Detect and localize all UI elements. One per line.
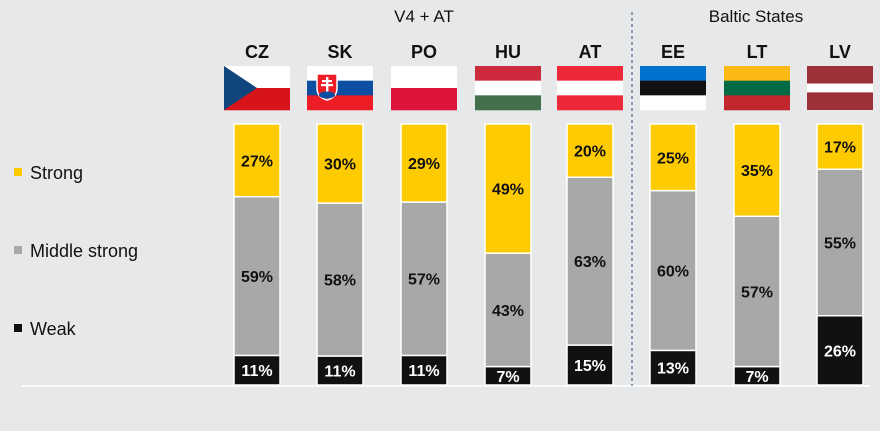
flag-stripe [807, 83, 873, 93]
flag-cross-bar [322, 80, 332, 83]
category-label: SK [327, 42, 352, 62]
flag-stripe [640, 95, 706, 111]
data-label: 26% [824, 343, 856, 360]
data-label: 11% [324, 364, 355, 381]
bar-segment-strong [400, 123, 448, 203]
bar-segment-strong [233, 123, 281, 198]
data-label: 57% [408, 272, 440, 289]
data-label: 58% [324, 273, 356, 290]
bar-segment-weak [316, 355, 364, 386]
category-label: AT [579, 42, 602, 62]
flag-stripe [724, 80, 790, 96]
data-label: 11% [241, 363, 272, 380]
flag-stripe [391, 66, 457, 89]
bar-segment-strong [816, 123, 864, 171]
lv-flag-icon [807, 66, 873, 110]
flag-cross-bar [321, 84, 333, 87]
flag-stripe [391, 88, 457, 111]
data-label: 7% [496, 369, 519, 386]
category-label: CZ [245, 42, 269, 62]
data-label: 59% [241, 269, 273, 286]
data-label: 57% [741, 284, 773, 301]
data-label: 35% [741, 163, 773, 180]
flag-stripe [557, 95, 623, 111]
data-label: 7% [745, 369, 768, 386]
bar-segment-strong [484, 123, 532, 254]
data-label: 63% [574, 254, 606, 271]
sk-flag-icon [307, 66, 373, 111]
cz-flag-icon [224, 66, 290, 111]
legend-swatch [14, 246, 22, 254]
bar-segment-strong [316, 123, 364, 204]
flag-stripe [557, 66, 623, 81]
bar-segment-strong [733, 123, 781, 218]
legend-label: Weak [30, 319, 77, 339]
group-title: Baltic States [709, 7, 804, 26]
flag-stripe [640, 80, 706, 96]
flag-stripe [807, 92, 873, 110]
legend-swatch [14, 168, 22, 176]
bar-segment-middle-strong [733, 215, 781, 368]
bar-segment-middle-strong [400, 201, 448, 357]
data-label: 43% [492, 303, 524, 320]
data-label: 29% [408, 156, 440, 173]
bar-segment-weak [233, 354, 281, 386]
ee-flag-icon [640, 66, 706, 111]
bar-segment-weak [649, 349, 697, 386]
flag-stripe [307, 95, 373, 111]
bar-segment-strong [566, 123, 614, 179]
data-label: 55% [824, 236, 856, 253]
bar-segment-middle-strong [233, 195, 281, 357]
flag-triangle [224, 66, 257, 110]
legend-label: Middle strong [30, 241, 138, 261]
flag-stripe [724, 66, 790, 81]
data-label: 27% [241, 153, 273, 170]
legend-item: Middle strong [14, 241, 138, 261]
group-title: V4 + AT [394, 7, 454, 26]
flag-hills [319, 91, 335, 99]
lt-flag-icon [724, 66, 790, 111]
bar-segment-middle-strong [484, 252, 532, 368]
category-label: HU [495, 42, 521, 62]
hu-flag-icon [475, 66, 541, 111]
bar-segment-weak [400, 354, 448, 386]
bar-segment-strong [649, 123, 697, 192]
flag-stripe [640, 66, 706, 81]
data-label: 20% [574, 144, 606, 161]
legend-item: Weak [14, 319, 77, 339]
flag-stripe [724, 95, 790, 111]
flag-stripe [557, 80, 623, 96]
data-label: 30% [324, 157, 356, 174]
bar-segment-weak [566, 344, 614, 386]
data-label: 49% [492, 182, 524, 199]
legend-label: Strong [30, 163, 83, 183]
flag-stripe [807, 66, 873, 84]
flag-stripe [475, 66, 541, 81]
data-label: 25% [657, 150, 689, 167]
at-flag-icon [557, 66, 623, 111]
data-label: 13% [657, 361, 689, 378]
data-label: 15% [574, 358, 606, 375]
data-label: 17% [824, 140, 856, 157]
flag-stripe [475, 95, 541, 111]
data-label: 11% [408, 363, 439, 380]
data-label: 60% [657, 263, 689, 280]
category-label: EE [661, 42, 685, 62]
legend-swatch [14, 324, 22, 332]
legend-item: Strong [14, 163, 83, 183]
pl-flag-icon [391, 66, 457, 111]
flag-stripe [475, 80, 541, 96]
category-label: LV [829, 42, 851, 62]
category-label: PO [411, 42, 437, 62]
category-label: LT [747, 42, 768, 62]
